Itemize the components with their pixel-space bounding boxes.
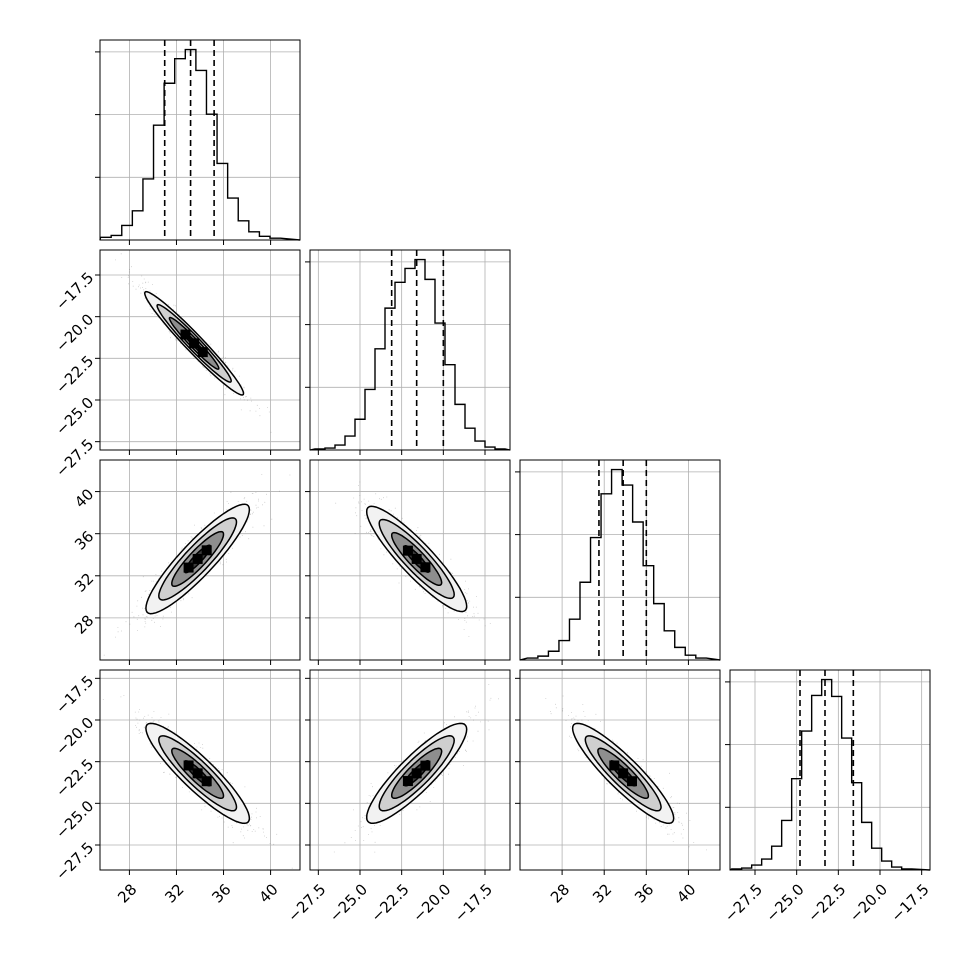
- panel-content: [102, 695, 293, 869]
- panel-frame: [519, 669, 721, 871]
- density-peak: [402, 545, 413, 556]
- x-tick-label: −17.5: [451, 880, 496, 925]
- density-peak: [420, 562, 431, 573]
- panel-frame: [99, 249, 301, 451]
- histogram-panel: [95, 39, 301, 245]
- contour-line: [378, 518, 455, 600]
- histogram-panel: [515, 459, 721, 665]
- contour-line: [390, 531, 443, 586]
- contour-line: [584, 735, 662, 812]
- y-tick-label: −27.5: [52, 839, 97, 884]
- y-tick-label: −17.5: [52, 269, 97, 314]
- x-tick-label: 28: [114, 880, 140, 906]
- density-peak: [420, 760, 431, 771]
- scatter-panel: [305, 459, 511, 665]
- density-peak: [180, 329, 191, 340]
- panel-frame: [309, 669, 511, 871]
- x-tick-label: −25.0: [763, 880, 808, 925]
- density-peak: [201, 545, 212, 556]
- contour-line: [145, 503, 251, 615]
- panel-content: [333, 684, 499, 853]
- density-peak: [183, 562, 194, 573]
- y-tick-label: 28: [71, 612, 97, 638]
- panel-frame: [99, 459, 301, 661]
- histogram-step: [99, 48, 301, 241]
- density-peak: [183, 760, 194, 771]
- x-tick-label: −20.0: [409, 880, 454, 925]
- panel-content: [115, 253, 272, 433]
- scatter-panel: 28 32 36 40: [515, 669, 721, 907]
- panel-frame: [309, 249, 511, 451]
- x-tick-label: 36: [631, 880, 657, 906]
- panel-content: [335, 481, 491, 637]
- y-tick-label: 32: [71, 569, 97, 595]
- x-tick-label: −17.5: [888, 880, 933, 925]
- x-tick-label: −22.5: [804, 880, 849, 925]
- x-tick-label: −27.5: [721, 880, 766, 925]
- panel-content: [545, 695, 707, 851]
- panel-frame: [99, 39, 301, 241]
- histogram-panel: [305, 249, 511, 455]
- scatter-panel: −27.5−25.0−22.5−20.0−17.5 28 32 36 40: [52, 669, 301, 907]
- scatter-panel: −27.5−25.0−22.5−20.0−17.5: [284, 669, 511, 926]
- x-tick-label: 36: [208, 880, 234, 906]
- density-peak: [618, 768, 629, 779]
- contour-line: [365, 722, 468, 825]
- density-peak: [402, 776, 413, 787]
- contour-line: [156, 303, 232, 383]
- histogram-panel: −27.5−25.0−22.5−20.0−17.5: [721, 669, 933, 926]
- density-peak: [192, 768, 203, 779]
- x-tick-label: −22.5: [368, 880, 413, 925]
- density-peak: [192, 553, 203, 564]
- x-tick-label: −20.0: [846, 880, 891, 925]
- x-tick-label: 32: [589, 880, 615, 906]
- histogram-step: [519, 468, 721, 661]
- histogram-step: [729, 678, 931, 871]
- x-tick-label: −25.0: [326, 880, 371, 925]
- y-tick-label: −25.0: [52, 394, 97, 439]
- y-tick-label: −17.5: [52, 672, 97, 717]
- x-tick-label: 28: [547, 880, 573, 906]
- y-tick-label: −27.5: [52, 435, 97, 480]
- histogram-step: [309, 258, 511, 451]
- contour-line: [171, 530, 225, 588]
- panel-frame: [729, 669, 931, 871]
- y-tick-label: 40: [71, 485, 97, 511]
- y-tick-label: −22.5: [52, 755, 97, 800]
- scatter-panel: 28 32 36 40: [71, 459, 301, 665]
- contour-line: [171, 747, 225, 800]
- y-tick-label: −20.0: [52, 310, 97, 355]
- density-peak: [411, 553, 422, 564]
- density-peak: [189, 338, 200, 349]
- panel-content: [103, 474, 291, 656]
- density-peak: [627, 776, 637, 787]
- contour-line: [390, 747, 443, 800]
- y-tick-label: −22.5: [52, 352, 97, 397]
- x-tick-label: −27.5: [284, 880, 329, 925]
- density-peak: [197, 347, 208, 358]
- y-tick-label: −25.0: [52, 797, 97, 842]
- density-peak: [609, 760, 620, 771]
- x-tick-label: 40: [673, 880, 699, 906]
- y-tick-label: −20.0: [52, 714, 97, 759]
- contour-line: [158, 517, 238, 601]
- density-peak: [411, 768, 422, 779]
- contour-line: [158, 735, 238, 812]
- contour-line: [143, 290, 245, 396]
- y-tick-label: 36: [71, 527, 97, 553]
- panel-frame: [519, 459, 721, 661]
- contour-line: [571, 722, 675, 825]
- contour-line: [597, 747, 650, 800]
- contour-line: [365, 505, 468, 613]
- contour-line: [378, 735, 455, 812]
- x-tick-label: 40: [255, 880, 281, 906]
- panel-frame: [99, 669, 301, 871]
- scatter-panel: −27.5−25.0−22.5−20.0−17.5: [52, 249, 301, 481]
- density-peak: [201, 776, 212, 787]
- contour-line: [145, 722, 251, 825]
- x-tick-label: 32: [161, 880, 187, 906]
- panel-frame: [309, 459, 511, 661]
